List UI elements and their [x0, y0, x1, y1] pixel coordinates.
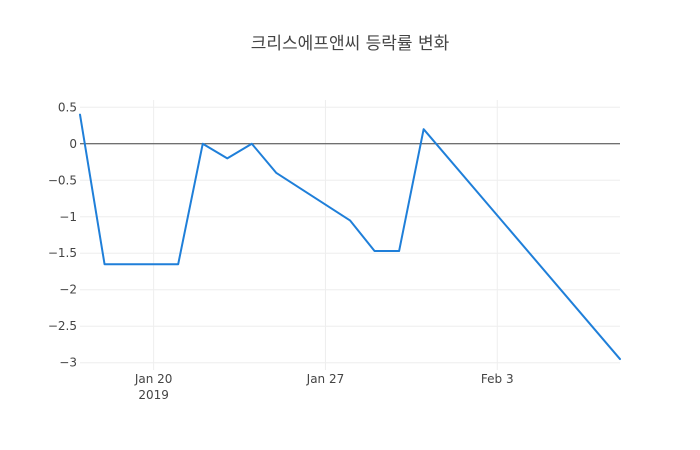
series-line-0: [79, 113, 621, 361]
y-tick-label: −0.5: [48, 173, 77, 187]
x-tick-label: Jan 27: [306, 372, 345, 386]
y-tick-label: 0.5: [58, 100, 77, 114]
y-tick-label: −3: [59, 356, 77, 370]
grid-layer: [80, 100, 620, 370]
y-tick-label: 0: [69, 137, 77, 151]
x-tick-label: Jan 20: [134, 372, 173, 386]
y-tick-label: −1.5: [48, 246, 77, 260]
x-tick-label-year: 2019: [138, 388, 169, 402]
x-tick-label: Feb 3: [481, 372, 514, 386]
chart-title: 크리스에프앤씨 등락률 변화: [251, 34, 450, 54]
y-tick-label: −1: [59, 210, 77, 224]
y-tick-label: −2: [59, 283, 77, 297]
axis-layer: 0.5 0 −0.5 −1 −1.5 −2 −2.5 −3 Jan 20 2019 Jan 27 Fe…: [48, 100, 514, 402]
series-layer: [79, 113, 621, 361]
y-tick-label: −2.5: [48, 319, 77, 333]
